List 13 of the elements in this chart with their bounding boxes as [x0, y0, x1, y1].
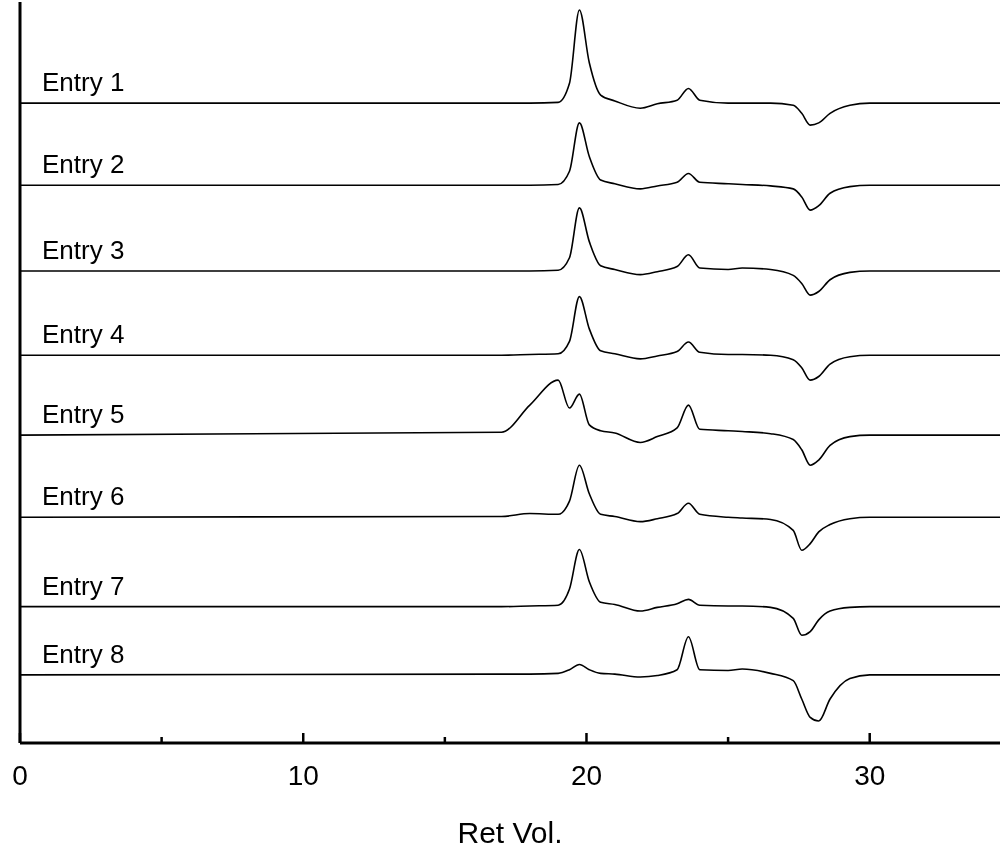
series-label: Entry 2 — [42, 149, 125, 180]
x-tick-label: 10 — [287, 760, 319, 791]
series-label: Entry 4 — [42, 319, 125, 350]
x-axis-title: Ret Vol. — [457, 816, 563, 849]
series-label: Entry 7 — [42, 570, 125, 601]
series-label: Entry 8 — [42, 638, 125, 669]
series-label: Entry 5 — [42, 399, 125, 430]
x-tick-label: 20 — [570, 760, 603, 791]
series-label: Entry 1 — [42, 67, 125, 98]
series-label: Entry 3 — [42, 234, 125, 265]
x-tick-label: 0 — [12, 760, 28, 791]
x-tick-label: 30 — [854, 760, 886, 791]
series-label: Entry 6 — [42, 481, 125, 512]
